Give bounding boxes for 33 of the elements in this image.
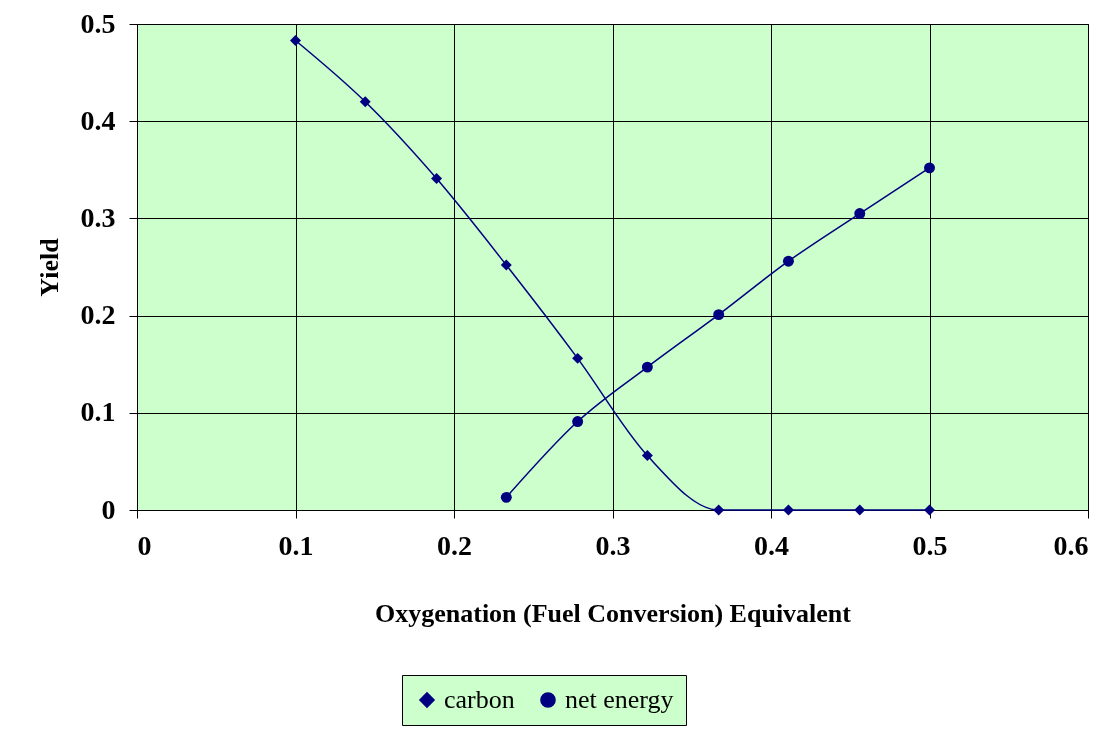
x-tick-label: 0.1 [278,529,314,561]
point [854,504,866,516]
y-tick-label: 0.2 [80,299,116,331]
point [359,96,371,108]
x-tick-label: 0 [137,529,152,561]
point [854,208,866,220]
y-tick-label: 0.5 [80,7,116,39]
point [713,504,725,516]
point [641,450,653,462]
point [572,416,584,428]
x-tick-label: 0.6 [1053,529,1089,561]
y-tick-label: 0.4 [80,104,116,136]
legend-label: net energy [565,685,674,714]
y-tick-label: 0.3 [80,201,116,233]
point [641,361,653,373]
point [924,162,935,174]
point [713,309,725,321]
point [500,259,512,271]
x-tick-label: 0.4 [754,529,789,561]
y-tick-label: 0.1 [80,396,116,428]
point [572,352,584,364]
point [290,35,301,46]
point [500,491,512,503]
legend-label: carbon [444,685,515,714]
x-axis-title: Oxygenation (Fuel Conversion) Equivalent [375,598,852,628]
x-tick-label: 0.5 [912,529,948,561]
x-tick-label: 0.2 [437,529,472,561]
point [782,255,794,267]
x-tick-label: 0.3 [595,529,631,561]
y-axis-title: Yield [34,237,64,297]
point [782,504,794,516]
point [431,173,443,185]
y-tick-label: 0 [101,493,116,525]
